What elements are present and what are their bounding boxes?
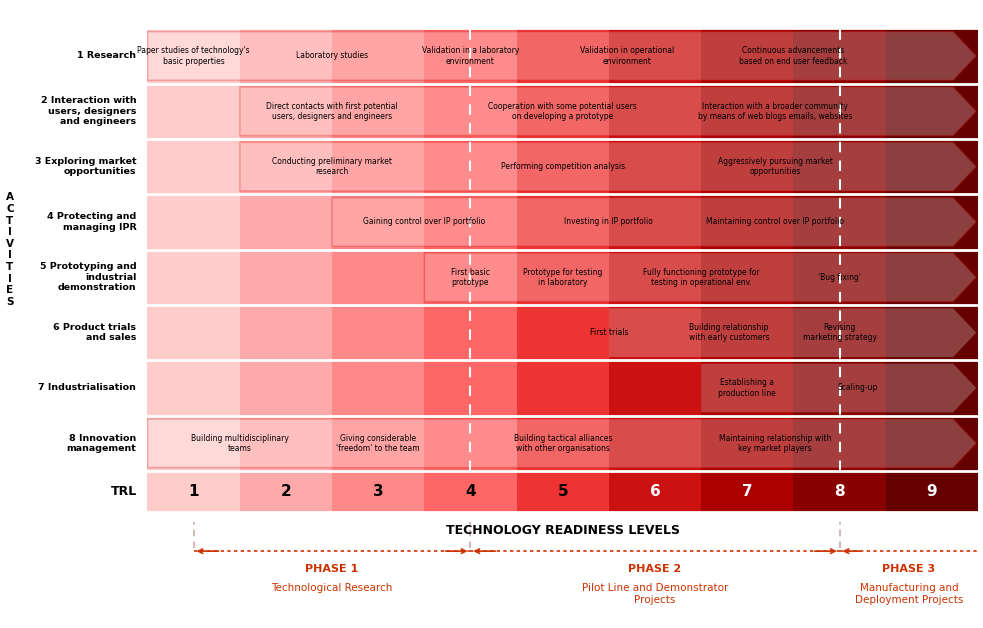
Bar — [886, 28, 978, 471]
Bar — [332, 28, 425, 471]
Text: 2 Interaction with
users, designers
and engineers: 2 Interaction with users, designers and … — [40, 96, 137, 126]
Text: Pilot Line and Demonstrator
Projects: Pilot Line and Demonstrator Projects — [582, 583, 728, 605]
Bar — [517, 28, 608, 471]
Bar — [240, 471, 332, 512]
Text: 9: 9 — [927, 484, 937, 499]
Bar — [701, 471, 793, 512]
Text: PHASE 1: PHASE 1 — [306, 564, 359, 574]
Text: Manufacturing and
Deployment Projects: Manufacturing and Deployment Projects — [854, 583, 963, 605]
Bar — [793, 471, 886, 512]
Polygon shape — [147, 419, 976, 468]
Polygon shape — [240, 143, 976, 191]
Text: 4 Protecting and
managing IPR: 4 Protecting and managing IPR — [47, 212, 137, 232]
Text: 3: 3 — [373, 484, 383, 499]
Text: Building tactical alliances
with other organisations: Building tactical alliances with other o… — [513, 433, 612, 453]
Polygon shape — [240, 87, 976, 136]
Text: TECHNOLOGY READINESS LEVELS: TECHNOLOGY READINESS LEVELS — [445, 524, 680, 538]
Text: 7 Industrialisation: 7 Industrialisation — [38, 384, 137, 392]
Text: Paper studies of technology's
basic properties: Paper studies of technology's basic prop… — [138, 46, 250, 66]
Text: Fully functioning prototype for
testing in operational env.: Fully functioning prototype for testing … — [643, 268, 760, 287]
Bar — [425, 28, 517, 471]
Text: Prototype for testing
in laboratory: Prototype for testing in laboratory — [523, 268, 603, 287]
Text: 3 Exploring market
opportunities: 3 Exploring market opportunities — [34, 157, 137, 176]
Text: Laboratory studies: Laboratory studies — [296, 51, 368, 60]
Bar — [608, 471, 701, 512]
Text: Giving considerable
'freedom' to the team: Giving considerable 'freedom' to the tea… — [336, 433, 420, 453]
Text: Conducting preliminary market
research: Conducting preliminary market research — [272, 157, 392, 176]
Bar — [425, 471, 517, 512]
Polygon shape — [425, 253, 976, 301]
Text: First basic
prototype: First basic prototype — [451, 268, 490, 287]
Text: 5 Prototyping and
industrial
demonstration: 5 Prototyping and industrial demonstrati… — [39, 263, 137, 292]
Text: 1 Research: 1 Research — [78, 51, 137, 60]
Polygon shape — [332, 198, 976, 246]
Text: 6 Product trials
and sales: 6 Product trials and sales — [53, 323, 137, 342]
Text: Maintaining control over IP portfolio: Maintaining control over IP portfolio — [706, 217, 844, 227]
Bar — [147, 28, 240, 471]
Text: Building relationship
with early customers: Building relationship with early custome… — [688, 323, 770, 342]
Text: 4: 4 — [465, 484, 476, 499]
Bar — [517, 471, 608, 512]
Text: 1: 1 — [189, 484, 199, 499]
Text: 'Bug fixing': 'Bug fixing' — [818, 273, 861, 282]
Bar — [240, 28, 332, 471]
Text: Maintaining relationship with
key market players: Maintaining relationship with key market… — [719, 433, 832, 453]
Text: Scaling-up: Scaling-up — [838, 384, 878, 392]
Text: 6: 6 — [650, 484, 661, 499]
Text: Revising
marketing strategy: Revising marketing strategy — [803, 323, 877, 342]
Text: PHASE 3: PHASE 3 — [883, 564, 936, 574]
Text: Interaction with a broader community
by means of web blogs emails, websites: Interaction with a broader community by … — [698, 102, 852, 121]
Text: PHASE 2: PHASE 2 — [628, 564, 681, 574]
Polygon shape — [608, 308, 976, 357]
Bar — [793, 28, 886, 471]
Text: First trials: First trials — [590, 328, 628, 337]
Bar — [332, 471, 425, 512]
Text: 8: 8 — [835, 484, 845, 499]
Polygon shape — [147, 31, 976, 80]
Text: Continuous advancements
based on end user feedback: Continuous advancements based on end use… — [739, 46, 847, 66]
Text: Performing competition analysis: Performing competition analysis — [500, 162, 625, 171]
Bar — [701, 28, 793, 471]
Text: Building multidisciplinary
teams: Building multidisciplinary teams — [191, 433, 289, 453]
Text: 8 Innovation
management: 8 Innovation management — [67, 433, 137, 453]
Text: Investing in IP portfolio: Investing in IP portfolio — [564, 217, 654, 227]
Text: Validation in a laboratory
environment: Validation in a laboratory environment — [422, 46, 519, 66]
Text: A
C
T
I
V
I
T
I
E
S: A C T I V I T I E S — [6, 192, 14, 307]
Text: Direct contacts with first potential
users, designers and engineers: Direct contacts with first potential use… — [266, 102, 398, 121]
Text: 5: 5 — [557, 484, 568, 499]
Bar — [608, 28, 701, 471]
Polygon shape — [701, 364, 976, 413]
Text: Gaining control over IP portfolio: Gaining control over IP portfolio — [363, 217, 486, 227]
Text: 2: 2 — [280, 484, 291, 499]
Text: TRL: TRL — [111, 485, 138, 498]
Text: 7: 7 — [742, 484, 753, 499]
Text: Cooperation with some potential users
on developing a prototype: Cooperation with some potential users on… — [489, 102, 637, 121]
Bar — [147, 471, 240, 512]
Text: Aggressively pursuing market
opportunities: Aggressively pursuing market opportuniti… — [718, 157, 833, 176]
Text: Validation in operational
environment: Validation in operational environment — [580, 46, 674, 66]
Bar — [886, 471, 978, 512]
Text: Technological Research: Technological Research — [271, 583, 393, 593]
Text: Establishing a
production line: Establishing a production line — [719, 378, 777, 398]
